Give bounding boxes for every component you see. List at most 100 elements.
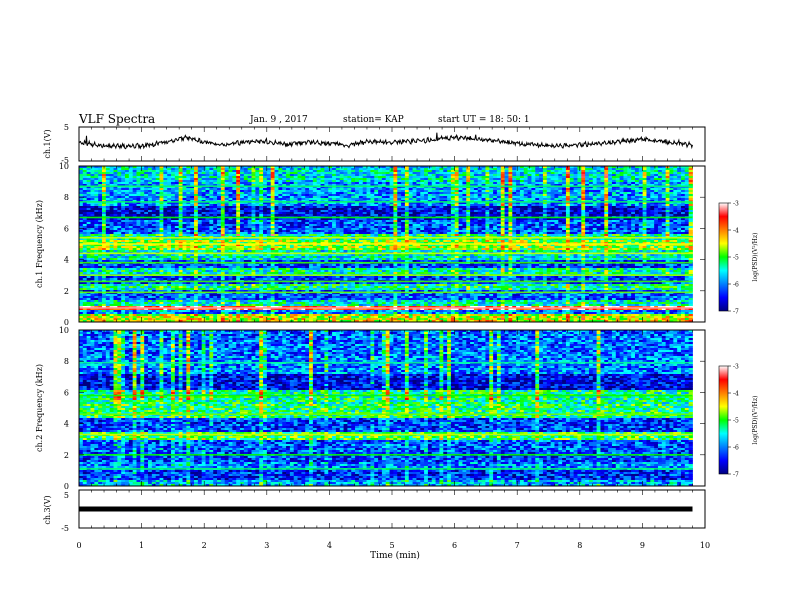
ch1-spectrogram-cell bbox=[320, 206, 325, 209]
ch1-spectrogram-cell bbox=[577, 202, 582, 205]
ch1-spectrogram-cell bbox=[427, 166, 433, 169]
ch1-spectrogram-cell bbox=[324, 182, 329, 185]
ch1-spectrogram-cell bbox=[351, 168, 356, 171]
ch1-spectrogram-cell bbox=[500, 190, 505, 193]
ch1-spectrogram-cell bbox=[577, 194, 582, 197]
ch1-spectrogram-cell bbox=[201, 184, 206, 187]
ch1-spectrogram-cell bbox=[397, 206, 402, 209]
ch1-spectrogram-cell bbox=[324, 184, 329, 187]
ch1-spectrogram-cell bbox=[305, 206, 310, 209]
ch1-spectrogram-cell bbox=[121, 170, 126, 173]
ch1-spectrogram-cell bbox=[565, 202, 571, 205]
ch1-spectrogram-cell bbox=[224, 168, 229, 171]
ch1-spectrogram-cell bbox=[592, 198, 598, 201]
ch1-spectrogram-cell bbox=[370, 194, 375, 197]
ch1-spectrogram-cell bbox=[79, 170, 84, 173]
ch1-spectrogram-cell bbox=[194, 194, 199, 197]
ch1-spectrogram-cell bbox=[220, 196, 226, 199]
ch1-spectrogram-cell bbox=[450, 204, 456, 207]
ch1-spectrogram-cell bbox=[270, 190, 275, 193]
ch1-spectrogram-cell bbox=[209, 176, 214, 179]
ch1-spectrogram-cell bbox=[136, 174, 141, 177]
ch1-spectrogram-cell bbox=[320, 172, 325, 175]
ch1-spectrogram-cell bbox=[370, 182, 375, 185]
ch1-spectrogram-cell bbox=[489, 186, 494, 189]
ch1-spectrogram-cell bbox=[401, 178, 406, 181]
ch1-spectrogram-cell bbox=[496, 166, 502, 169]
ch1-spectrogram-cell bbox=[657, 208, 663, 211]
ch1-spectrogram-cell bbox=[289, 182, 295, 185]
ch1-spectrogram-cell bbox=[389, 202, 394, 205]
ch1-spectrogram-cell bbox=[148, 192, 153, 195]
ch1-spectrogram-cell bbox=[324, 196, 329, 199]
ch1-spectrogram-cell bbox=[259, 182, 264, 185]
ch1-spectrogram-cell bbox=[163, 170, 168, 173]
ch1-spectrogram-cell bbox=[125, 186, 130, 189]
ch1-spectrogram-cell bbox=[493, 202, 498, 205]
ch1-spectrogram-cell bbox=[293, 166, 298, 169]
ch1-spectrogram-cell bbox=[82, 174, 88, 177]
ch1-spectrogram-cell bbox=[243, 168, 249, 171]
ch1-spectrogram-cell bbox=[508, 184, 513, 187]
ch1-spectrogram-cell bbox=[362, 196, 367, 199]
ch1-spectrogram-cell bbox=[466, 186, 471, 189]
ch1-spectrogram-cell bbox=[182, 176, 187, 179]
ch1-spectrogram-cell bbox=[286, 172, 291, 175]
ch1-spectrogram-cell bbox=[385, 186, 390, 189]
ch1-spectrogram-cell bbox=[247, 208, 252, 211]
ch1-spectrogram-cell bbox=[631, 198, 636, 201]
ch1-spectrogram-cell bbox=[289, 180, 295, 183]
ch1-spectrogram-cell bbox=[427, 208, 433, 211]
ch1-spectrogram-cell bbox=[420, 190, 425, 193]
ch1-spectrogram-cell bbox=[623, 184, 628, 187]
ch1-spectrogram-cell bbox=[174, 180, 180, 183]
ch1-spectrogram-cell bbox=[688, 186, 693, 189]
ch1-spectrogram-cell bbox=[554, 174, 559, 177]
ch1-spectrogram-cell bbox=[661, 204, 667, 207]
ch1-spectrogram-cell bbox=[355, 204, 360, 207]
ch1-spectrogram-cell bbox=[197, 172, 203, 175]
ch1-spectrogram-cell bbox=[312, 208, 318, 211]
ch1-spectrogram-cell bbox=[236, 208, 241, 211]
ch1-spectrogram-cell bbox=[427, 204, 433, 207]
ch1-spectrogram-cell bbox=[370, 180, 375, 183]
ch1-spectrogram-cell bbox=[182, 170, 187, 173]
ch1-spectrogram-cell bbox=[201, 188, 206, 191]
ch1-spectrogram-cell bbox=[240, 168, 245, 171]
ch1-spectrogram-cell bbox=[289, 184, 295, 187]
ch1-spectrogram-cell bbox=[385, 198, 390, 201]
ch1-spectrogram-cell bbox=[397, 194, 402, 197]
ch1-spectrogram-cell bbox=[102, 184, 107, 187]
ch1-spectrogram-cell bbox=[282, 186, 287, 189]
ch1-spectrogram-cell bbox=[443, 172, 448, 175]
ch1-spectrogram-cell bbox=[232, 182, 237, 185]
ch1-spectrogram-cell bbox=[355, 192, 360, 195]
ch1-spectrogram-cell bbox=[86, 182, 91, 185]
ch1-spectrogram-cell bbox=[243, 206, 249, 209]
ch1-spectrogram-cell bbox=[439, 202, 444, 205]
ch1-spectrogram-cell bbox=[508, 174, 513, 177]
ch1-spectrogram-cell bbox=[654, 198, 659, 201]
ch1-spectrogram-cell bbox=[370, 168, 375, 171]
ch1-spectrogram-cell bbox=[439, 194, 444, 197]
ch1-spectrogram-cell bbox=[167, 202, 172, 205]
ch1-spectrogram-cell bbox=[381, 166, 387, 169]
ch1-spectrogram-cell bbox=[581, 206, 586, 209]
ch1-spectrogram-cell bbox=[608, 196, 613, 199]
ch1-spectrogram-cell bbox=[569, 168, 575, 171]
ch1-spectrogram-cell bbox=[562, 194, 567, 197]
ch1-spectrogram-cell bbox=[155, 202, 160, 205]
ch1-spectrogram-cell bbox=[401, 204, 406, 207]
ch1-spectrogram-cell bbox=[634, 206, 640, 209]
ch1-spectrogram-cell bbox=[523, 188, 528, 191]
ch1-spectrogram-cell bbox=[608, 206, 613, 209]
ch1-spectrogram-cell bbox=[673, 196, 678, 199]
ch1-spectrogram-cell bbox=[347, 186, 352, 189]
ch1-spectrogram-cell bbox=[535, 182, 540, 185]
ch1-spectrogram-cell bbox=[454, 184, 459, 187]
ch1-spectrogram-cell bbox=[343, 198, 348, 201]
ch1-spectrogram-cell bbox=[458, 186, 463, 189]
ch1-spectrogram-cell bbox=[105, 186, 111, 189]
ch1-spectrogram-cell bbox=[680, 188, 686, 191]
ch1-spectrogram-cell bbox=[243, 172, 249, 175]
